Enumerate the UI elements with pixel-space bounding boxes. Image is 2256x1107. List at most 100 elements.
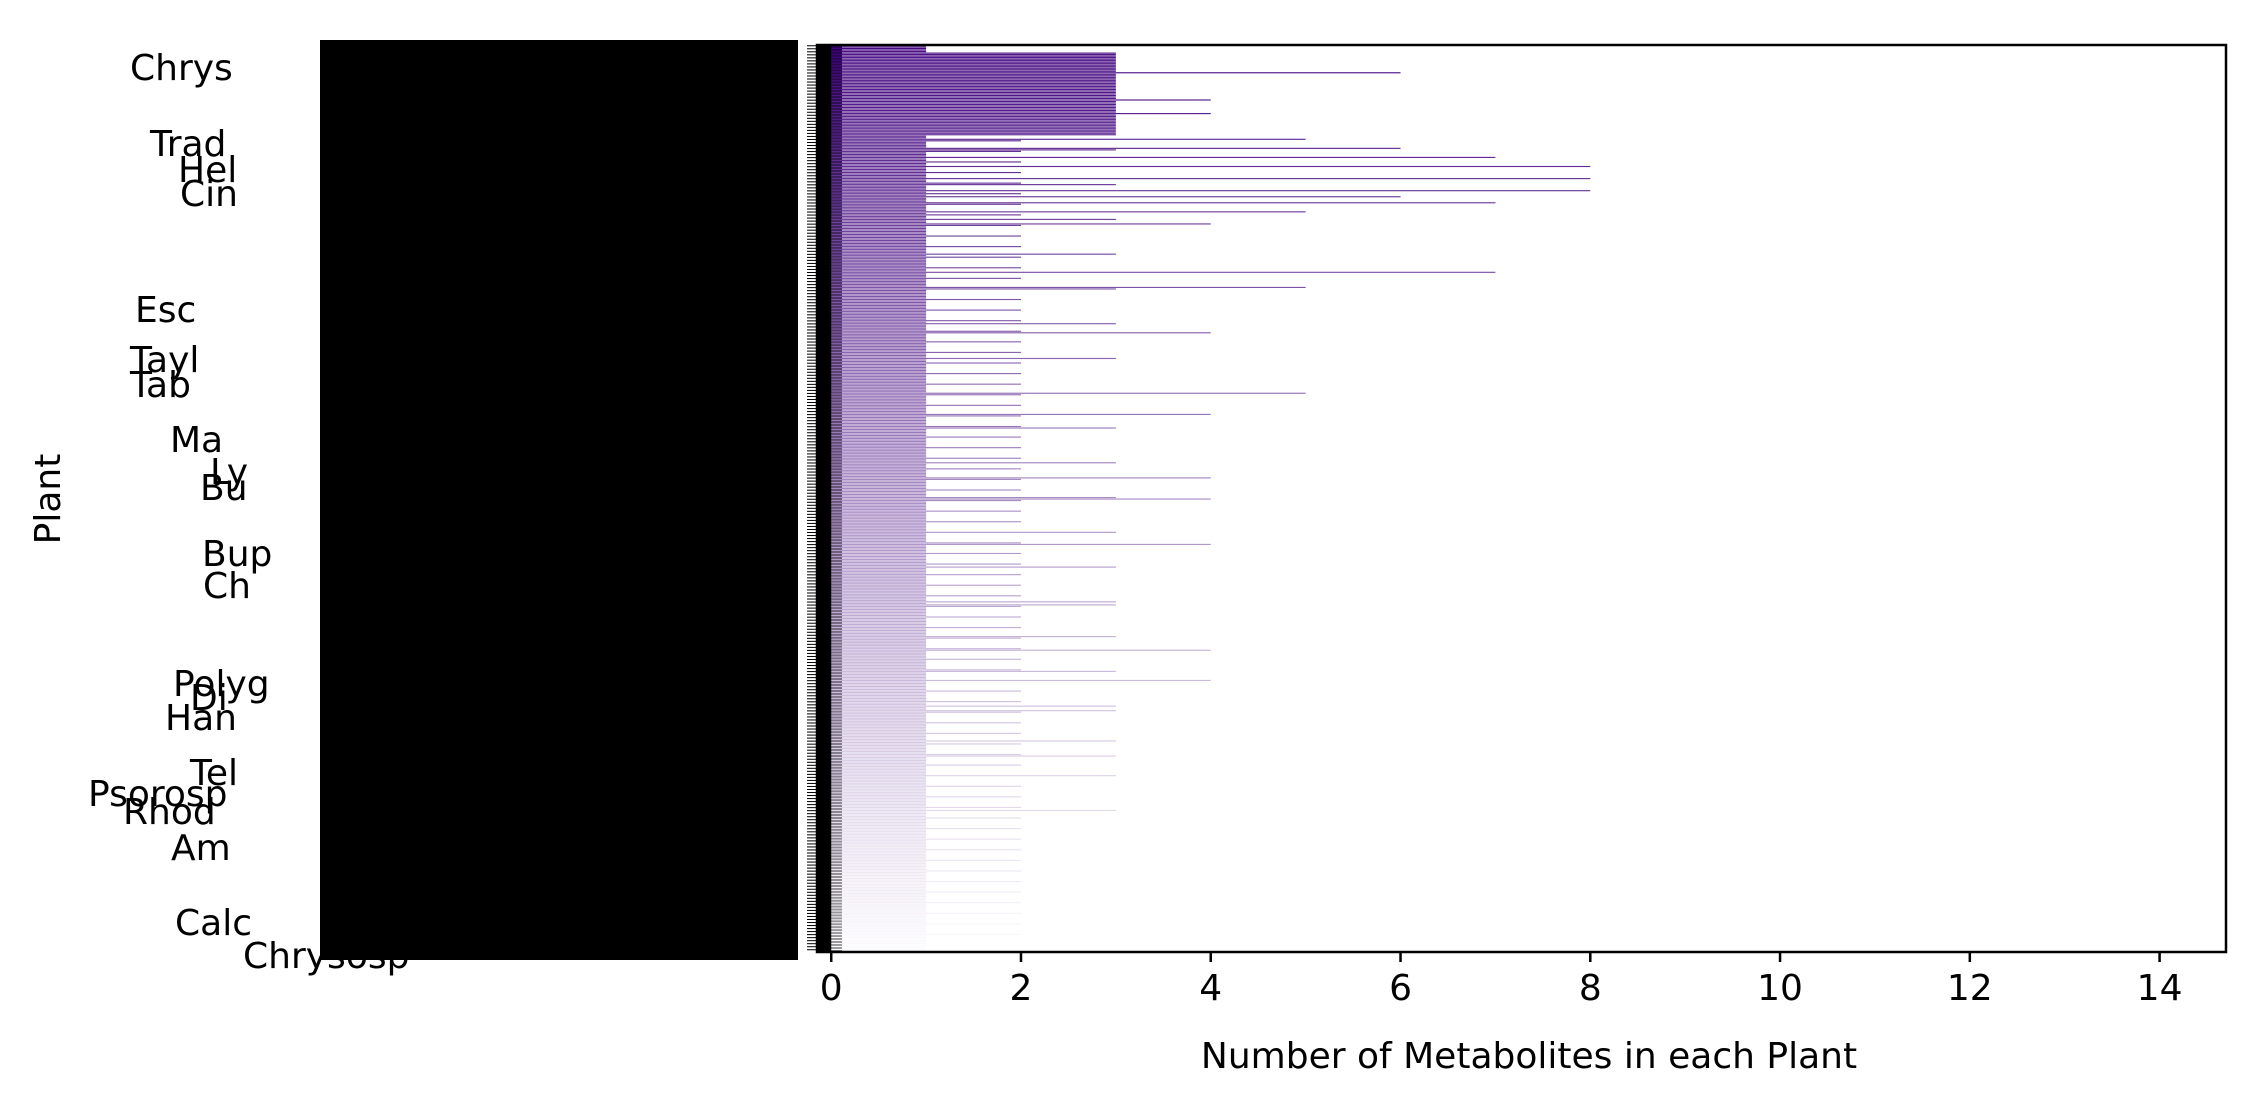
bar xyxy=(831,143,927,145)
bar xyxy=(831,450,927,452)
bar xyxy=(831,208,927,210)
bar xyxy=(831,348,927,350)
bar xyxy=(831,652,927,654)
bar xyxy=(831,865,927,867)
bar xyxy=(831,170,927,172)
bar xyxy=(831,518,927,520)
bar xyxy=(831,882,927,884)
bar xyxy=(831,368,927,370)
bar xyxy=(831,503,927,505)
bar xyxy=(831,471,927,473)
bar xyxy=(831,903,927,905)
bar xyxy=(831,815,927,818)
bar xyxy=(831,607,927,609)
bar xyxy=(831,864,927,866)
category-label: Esc xyxy=(135,290,196,331)
bar xyxy=(831,422,927,425)
bar xyxy=(831,209,927,211)
bar xyxy=(831,794,927,796)
bar xyxy=(831,190,1591,192)
bar xyxy=(831,772,927,774)
bar xyxy=(831,897,927,899)
bar xyxy=(831,88,1116,90)
bar xyxy=(831,575,927,577)
category-label: Cin xyxy=(180,174,238,215)
bar xyxy=(831,218,1116,220)
bar xyxy=(831,558,927,561)
bar xyxy=(831,427,1116,429)
bar xyxy=(831,782,927,784)
bar xyxy=(831,516,927,518)
bar xyxy=(831,214,1021,216)
bar xyxy=(831,496,1116,499)
bar xyxy=(831,687,927,689)
bar xyxy=(831,356,927,358)
bar xyxy=(831,660,927,662)
bar xyxy=(831,288,1116,290)
bar xyxy=(831,149,1116,151)
bar xyxy=(831,181,927,183)
bar xyxy=(831,232,927,234)
bar xyxy=(831,152,927,154)
bar xyxy=(831,60,1116,62)
bar xyxy=(831,212,927,214)
bar xyxy=(831,103,1116,106)
bar xyxy=(831,188,927,190)
bar xyxy=(831,778,927,780)
bar xyxy=(831,475,927,477)
bar xyxy=(831,899,927,901)
bar xyxy=(831,335,927,337)
bar xyxy=(831,800,927,802)
bar xyxy=(831,834,927,836)
bar xyxy=(831,238,927,240)
bar xyxy=(831,880,1021,883)
bar xyxy=(831,773,927,775)
bar xyxy=(831,463,927,465)
bar xyxy=(831,704,927,706)
category-label: Chrysosp xyxy=(243,936,409,977)
bar xyxy=(831,301,927,304)
bar xyxy=(831,436,1021,438)
bar xyxy=(831,394,1021,396)
bar xyxy=(831,533,927,535)
bar xyxy=(831,215,927,217)
bar xyxy=(831,438,927,440)
bar xyxy=(831,655,927,657)
bar xyxy=(831,276,927,278)
bar xyxy=(831,936,927,939)
bar xyxy=(831,643,927,645)
bar xyxy=(831,598,927,600)
bar xyxy=(831,344,927,346)
bar xyxy=(831,274,927,276)
category-label: Chrys xyxy=(130,48,233,89)
bar xyxy=(831,684,927,686)
bar xyxy=(831,144,927,146)
bar xyxy=(831,852,927,854)
bar xyxy=(831,137,927,139)
bar xyxy=(831,879,927,881)
bar xyxy=(831,669,1021,671)
bar xyxy=(831,527,927,529)
bar xyxy=(831,164,927,166)
bar xyxy=(831,360,927,363)
bar xyxy=(831,99,1211,101)
bar xyxy=(831,891,1021,893)
bar xyxy=(831,761,927,763)
bar xyxy=(831,454,927,456)
bar xyxy=(831,158,927,160)
bar xyxy=(831,413,1211,415)
bar xyxy=(831,775,1116,777)
bar xyxy=(831,67,1116,69)
bar xyxy=(831,566,1116,568)
bar xyxy=(831,702,927,704)
bar xyxy=(831,909,927,911)
bar xyxy=(831,339,927,341)
bar xyxy=(831,791,927,793)
bar xyxy=(831,876,927,878)
bar xyxy=(831,94,1116,97)
bar xyxy=(831,57,1116,59)
bar xyxy=(831,253,1116,255)
bar xyxy=(831,73,1116,75)
bar xyxy=(831,431,927,434)
bar xyxy=(831,673,927,675)
